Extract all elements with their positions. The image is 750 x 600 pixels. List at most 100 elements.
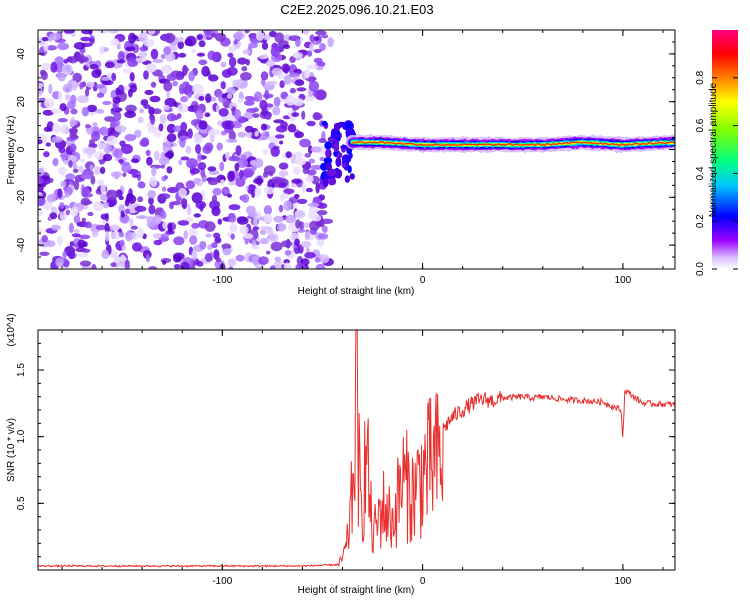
noise-blob bbox=[109, 224, 120, 232]
noise-blob bbox=[327, 37, 334, 48]
noise-blob bbox=[129, 72, 135, 82]
noise-blob bbox=[164, 32, 176, 44]
noise-blob bbox=[87, 211, 94, 217]
noise-blob bbox=[253, 91, 263, 102]
noise-blob bbox=[242, 169, 254, 178]
noise-blob bbox=[297, 198, 308, 204]
noise-blob bbox=[253, 178, 264, 185]
noise-blob bbox=[151, 166, 157, 177]
noise-blob bbox=[309, 205, 319, 214]
noise-blob bbox=[159, 114, 167, 124]
noise-blob bbox=[233, 40, 238, 45]
noise-blob bbox=[43, 151, 50, 158]
transition-blob bbox=[333, 142, 340, 153]
noise-blob bbox=[315, 182, 320, 194]
noise-blob bbox=[241, 194, 250, 203]
noise-blob bbox=[203, 30, 212, 35]
noise-blob bbox=[243, 99, 255, 106]
noise-blob bbox=[189, 235, 198, 245]
noise-blob bbox=[280, 91, 289, 100]
noise-blob bbox=[38, 195, 46, 207]
noise-blob bbox=[121, 245, 127, 251]
colorbar-label: Normalized spectral amplitude bbox=[708, 82, 719, 217]
noise-blob bbox=[85, 124, 91, 129]
noise-blob bbox=[125, 46, 136, 52]
noise-blob bbox=[228, 46, 237, 53]
noise-blob bbox=[81, 106, 89, 117]
transition-blob bbox=[336, 152, 343, 159]
noise-blob bbox=[146, 221, 156, 228]
noise-blob bbox=[100, 183, 106, 195]
noise-blob bbox=[270, 241, 283, 252]
noise-blob bbox=[59, 103, 67, 112]
noise-blob bbox=[137, 196, 144, 203]
noise-blob bbox=[210, 32, 217, 38]
noise-blob bbox=[184, 84, 193, 95]
noise-blob bbox=[125, 104, 137, 113]
noise-blob bbox=[304, 231, 311, 240]
noise-blob bbox=[310, 164, 323, 170]
noise-blob bbox=[291, 112, 300, 117]
noise-blob bbox=[273, 96, 281, 107]
x-tick-label: 0 bbox=[420, 275, 426, 286]
noise-blob bbox=[263, 34, 270, 41]
noise-blob bbox=[112, 103, 118, 110]
noise-blob bbox=[58, 166, 67, 176]
noise-blob bbox=[274, 32, 285, 43]
y-tick-label: 0.5 bbox=[16, 496, 27, 510]
noise-blob bbox=[113, 148, 123, 159]
noise-blob bbox=[314, 257, 321, 263]
noise-blob bbox=[256, 30, 265, 41]
noise-blob bbox=[263, 186, 275, 195]
noise-blob bbox=[65, 209, 71, 216]
x-tick-label: 100 bbox=[615, 275, 632, 286]
noise-blob bbox=[104, 222, 110, 233]
noise-blob bbox=[188, 228, 198, 238]
noise-blob bbox=[145, 254, 150, 263]
noise-blob bbox=[271, 176, 283, 185]
noise-blob bbox=[110, 38, 120, 46]
noise-blob bbox=[199, 240, 207, 250]
noise-blob bbox=[169, 201, 174, 210]
noise-blob bbox=[124, 110, 136, 119]
noise-blob bbox=[166, 150, 174, 159]
noise-blob bbox=[86, 81, 95, 88]
noise-blob bbox=[93, 201, 104, 212]
noise-blob bbox=[96, 92, 105, 98]
noise-blob bbox=[106, 135, 118, 146]
noise-blob bbox=[263, 205, 272, 216]
noise-blob bbox=[117, 50, 125, 62]
noise-blob bbox=[193, 177, 201, 185]
noise-blob bbox=[69, 120, 78, 126]
noise-blob bbox=[276, 222, 287, 232]
transition-blob bbox=[321, 120, 328, 126]
noise-blob bbox=[229, 223, 238, 233]
noise-blob bbox=[263, 171, 269, 178]
noise-blob bbox=[100, 213, 109, 220]
noise-blob bbox=[313, 48, 322, 54]
noise-blob bbox=[46, 193, 57, 203]
noise-blob bbox=[38, 86, 43, 97]
noise-blob bbox=[136, 215, 148, 220]
noise-blob bbox=[43, 43, 49, 52]
noise-blob bbox=[234, 109, 241, 120]
noise-blob bbox=[295, 263, 306, 269]
transition-blob bbox=[325, 161, 332, 171]
noise-blob bbox=[304, 153, 312, 158]
noise-blob bbox=[163, 81, 173, 92]
noise-blob bbox=[110, 89, 117, 99]
noise-blob bbox=[143, 104, 151, 109]
noise-blob bbox=[283, 200, 292, 212]
noise-blob bbox=[185, 145, 192, 154]
x-tick-label: 0 bbox=[420, 576, 426, 587]
noise-blob bbox=[77, 56, 89, 63]
noise-blob bbox=[275, 125, 288, 133]
noise-blob bbox=[72, 168, 79, 173]
noise-blob bbox=[205, 233, 212, 238]
noise-blob bbox=[101, 249, 110, 259]
noise-blob bbox=[148, 196, 154, 205]
noise-blob bbox=[264, 89, 270, 101]
noise-blob bbox=[60, 180, 67, 188]
noise-blob bbox=[317, 202, 328, 209]
noise-blob bbox=[307, 202, 320, 208]
